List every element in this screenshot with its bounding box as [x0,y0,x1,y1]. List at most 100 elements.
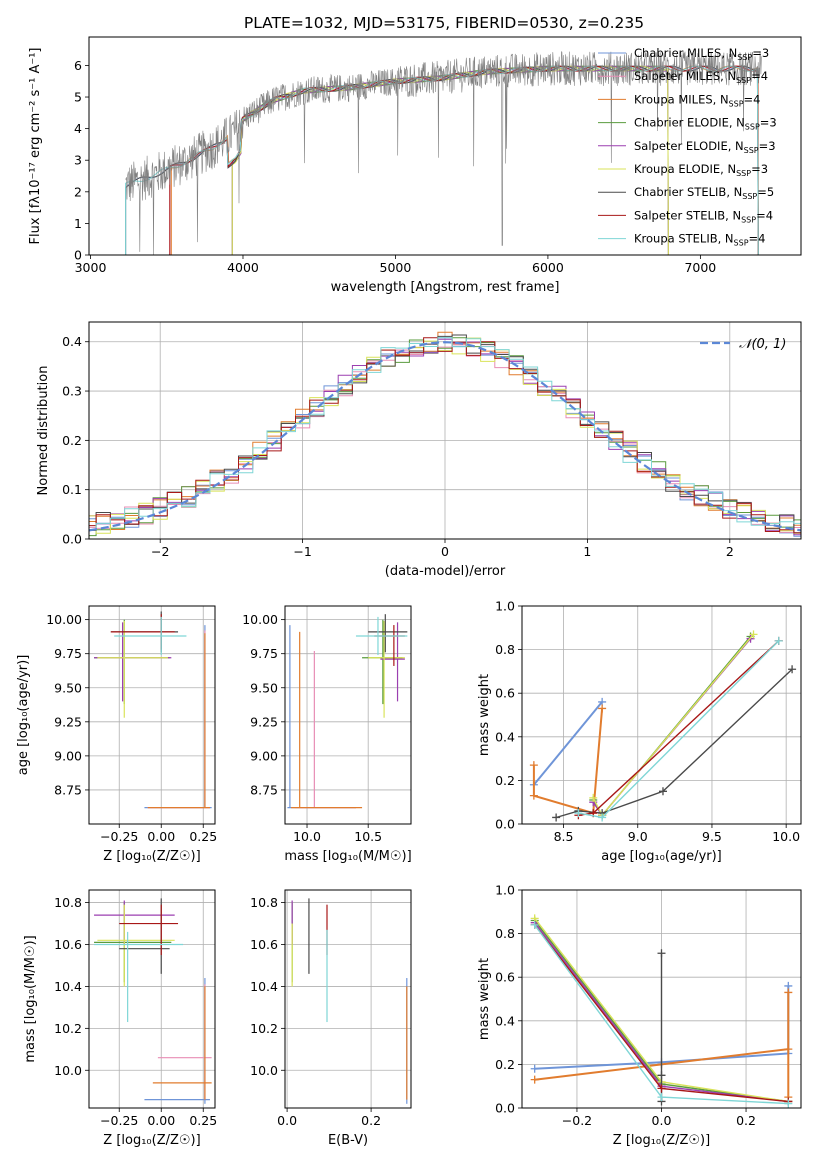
weight_vs_age-marker-5-0 [552,813,561,822]
mass_vs_Z-xtick-label-2: 0.25 [189,1113,217,1128]
mass_vs_Z-frame [88,889,216,1109]
mass_vs_Z-point-2 [152,986,212,1100]
weight_vs_age-panel: 8.5 9.0 9.5 10.0 0.0 0.2 0.4 0.6 0.8 1.0 age [log₁… [477,599,802,864]
age_vs_mass-ytick-label-0: 8.75 [250,782,278,797]
residuals-ytick-label-3: 0.3 [62,384,82,399]
age_vs_mass-point-0 [287,625,356,809]
weight_vs_Z-ytick-label-0: 0.0 [495,1101,515,1116]
weight_vs_age-series-7 [578,640,780,819]
age_vs_Z-ytick-label-5: 10.00 [46,612,82,627]
spectrum-plot-area [125,51,762,255]
gaussian-legend-label: 𝒩(0, 1) [739,337,786,352]
age_vs_mass-point-8 [355,616,408,656]
age_vs_Z-ylabel: age [log₁₀(age/yr)] [16,655,31,776]
mass_vs_Z-point-6 [119,898,170,974]
spectrum-ytick-label-0: 0 [74,248,82,263]
spectrum-legend: Chabrier MILES, NSSP=3 Salpeter MILES, NS… [598,46,777,248]
residuals-xtick-label-3: 1 [583,544,591,559]
weight_vs_Z-panel: −0.2 0.0 0.2 0.0 0.2 0.4 0.6 0.8 1.0 Z [log₁₀(Z/Z… [477,883,802,1148]
weight_vs_age-series-2 [592,636,752,817]
mass_vs_ebv-xlabel: E(B-V) [328,1133,368,1148]
age_vs_Z-point-0 [144,625,212,809]
mass_vs_ebv-xtick-label-1: 0.2 [361,1113,381,1128]
spectrum-xtick-label-1: 4000 [227,260,259,275]
weight_vs_age-xtick-label-3: 10.0 [772,829,800,844]
weight_vs_Z-marker-7-2 [784,1099,793,1108]
age_vs_Z-frame [88,605,216,825]
spectrum-xtick-label-4: 7000 [684,260,716,275]
spectrum-ylabel: Flux [fλ10⁻¹⁷ erg cm⁻² s⁻¹ A⁻¹] [28,48,43,245]
spectrum-ytick-label-2: 2 [74,184,82,199]
age_vs_mass-point-2 [291,631,363,809]
age_vs_Z-point-4 [94,622,172,702]
weight_vs_Z-marker-1-3 [784,988,793,997]
age_vs_Z-xtick-label-2: 0.25 [189,829,217,844]
mass_vs_Z-ytick-label-2: 10.4 [54,979,82,994]
mass_vs_Z-plot-area [94,898,212,1104]
mass_vs_Z-ytick-label-3: 10.6 [54,937,82,952]
gaussian-curve [89,341,801,532]
age_vs_Z-plot-area [94,611,212,809]
weight_vs_age-ytick-label-3: 0.6 [495,686,515,701]
residuals-xlabel: (data-model)/error [385,564,506,579]
mass_vs_ebv-plot-area [291,898,408,1104]
spectrum-xlabel: wavelength [Angstrom, rest frame] [331,280,560,295]
residuals-xtick-label-0: −2 [151,544,169,559]
age_vs_mass-xlabel: mass [log₁₀(M/M☉)] [284,849,411,864]
age_vs_Z-xtick-label-0: −0.25 [100,829,138,844]
spectrum-ytick-label-3: 3 [74,153,82,168]
mass_vs_Z-point-0 [144,978,210,1104]
spectrum-panel: 3000 4000 5000 6000 7000 0 1 2 3 4 5 6 wavelength [A… [28,36,802,295]
age_vs_mass-ytick-label-1: 9.00 [250,748,278,763]
weight_vs_age-series-1 [532,708,604,815]
weight_vs_Z-xtick-label-1: 0.0 [652,1113,672,1128]
weight_vs_age-xlabel: age [log₁₀(age/yr)] [601,849,722,864]
weight_vs_age-marker-5-3 [658,787,667,796]
weight_vs_age-marker-4-2 [749,630,758,639]
weight_vs_age-ytick-label-2: 0.4 [495,729,515,744]
weight_vs_age-plot-area [529,630,797,822]
weight_vs_Z-xtick-label-0: −0.2 [562,1113,592,1128]
weight_vs_age-marker-7-1 [598,813,607,822]
weight_vs_age-ytick-label-1: 0.2 [495,773,515,788]
legend-entry-8: Kroupa STELIB, NSSP=4 [634,232,765,248]
weight_vs_age-marker-7-0 [574,809,583,818]
age_vs_Z-point-2 [147,633,210,809]
residuals-ytick-label-2: 0.2 [62,433,82,448]
spectrum-xtick-label-0: 3000 [75,260,107,275]
age_vs_mass-ytick-label-4: 9.75 [250,646,278,661]
weight_vs_age-frame [521,605,802,825]
age_vs_Z-panel: −0.25 0.00 0.25 8.75 9.00 9.25 9.50 9.75 10.00 Z … [16,605,217,864]
age_vs_mass-frame [284,605,412,825]
age_vs_mass-point-6 [368,614,408,653]
legend-entry-0: Chabrier MILES, NSSP=3 [634,46,769,62]
spectrum-xtick-label-2: 5000 [380,260,412,275]
age_vs_mass-ytick-label-5: 10.00 [242,612,278,627]
spectrum-ytick-label-5: 5 [74,90,82,105]
weight_vs_Z-ytick-label-3: 0.6 [495,970,515,985]
weight_vs_Z-marker-6-1 [657,1084,666,1093]
weight_vs_Z-xlabel: Z [log₁₀(Z/Z☉)] [613,1133,710,1148]
weight_vs_age-ylabel: mass weight [477,674,492,756]
residuals-xtick-label-4: 2 [726,544,734,559]
weight_vs_age-marker-1-3 [598,704,607,713]
legend-entry-6: Chabrier STELIB, NSSP=5 [634,185,774,201]
weight_vs_Z-marker-1-0 [530,1075,539,1084]
residuals-ytick-label-4: 0.4 [62,334,82,349]
age_vs_Z-ytick-label-0: 8.75 [54,782,82,797]
residuals-ytick-label-0: 0.0 [62,532,82,547]
age_vs_Z-xtick-label-1: 0.00 [147,829,175,844]
spectrum-xtick-label-3: 6000 [532,260,564,275]
mass_vs_Z-point-8 [94,931,184,1023]
weight_vs_age-marker-4-0 [589,793,598,802]
age_vs_mass-panel: 10.0 10.5 8.75 9.00 9.25 9.50 9.75 10.00 mass [l… [242,605,412,864]
age_vs_mass-plot-area [287,614,408,809]
weight_vs_age-marker-5-4 [788,665,797,674]
weight_vs_Z-ytick-label-4: 0.8 [495,926,515,941]
mass_vs_ebv-ytick-label-4: 10.8 [250,895,278,910]
weight_vs_Z-marker-1-2 [784,1045,793,1054]
weight_vs_age-marker-1-1 [529,791,538,800]
spectrum-ytick-label-4: 4 [74,121,82,136]
residuals-panel: −2 −1 0 1 2 0.0 0.1 0.2 0.3 0.4 (data-model)/error… [36,321,802,579]
